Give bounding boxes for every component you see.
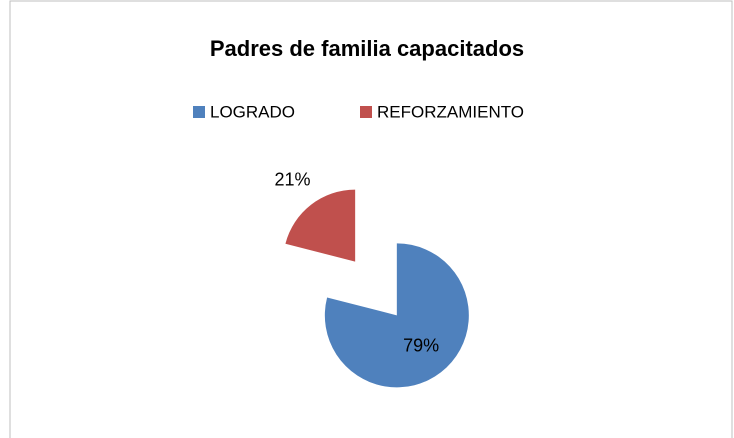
pie-slice — [324, 243, 469, 388]
legend-swatch — [360, 106, 372, 118]
legend-swatch — [193, 106, 205, 118]
data-label: 79% — [403, 335, 439, 355]
legend-label: REFORZAMIENTO — [377, 102, 524, 121]
pie-slice — [285, 189, 356, 262]
data-label: 21% — [274, 170, 310, 190]
chart-title: Padres de familia capacitados — [210, 36, 524, 61]
legend-label: LOGRADO — [210, 102, 295, 121]
